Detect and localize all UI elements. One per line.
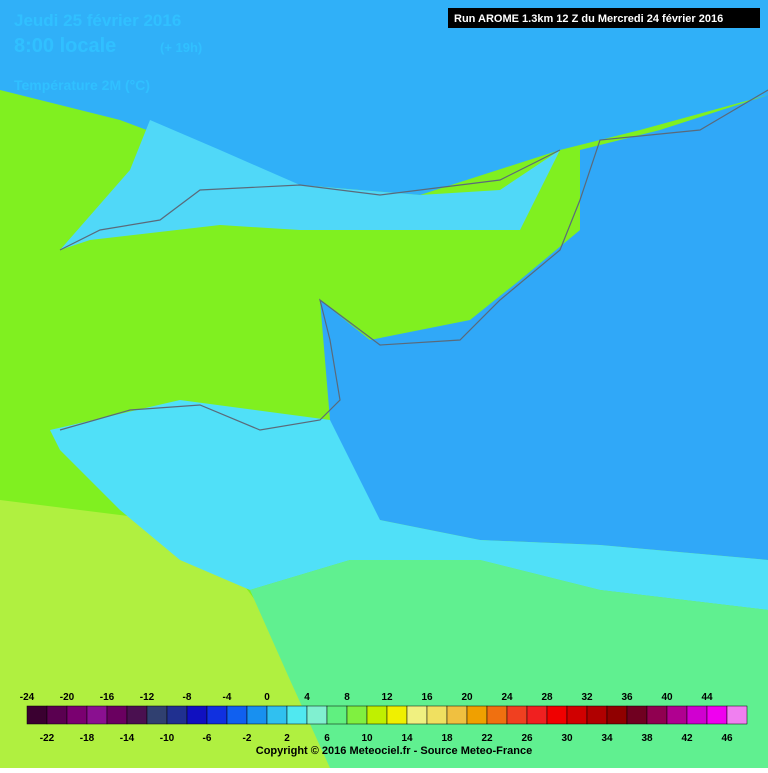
legend-cell xyxy=(446,705,468,725)
legend-label: -12 xyxy=(140,692,155,703)
run-box xyxy=(448,8,760,28)
legend-cell xyxy=(186,705,208,725)
legend-cell xyxy=(406,705,428,725)
legend-cell xyxy=(166,705,188,725)
legend-label: -4 xyxy=(223,692,232,703)
legend-label: 16 xyxy=(421,692,433,703)
legend-label: 22 xyxy=(481,733,493,744)
legend-cell xyxy=(426,705,448,725)
legend-cell xyxy=(646,705,668,725)
legend-cell xyxy=(66,705,88,725)
legend-cell xyxy=(726,705,748,725)
legend-cell xyxy=(386,705,408,725)
legend-cell xyxy=(706,705,728,725)
legend-cell xyxy=(526,705,548,725)
legend-label: -22 xyxy=(40,733,55,744)
legend-label: 38 xyxy=(641,733,653,744)
warm-sea-zone xyxy=(0,500,330,768)
legend-cell xyxy=(26,705,48,725)
copyright: Copyright © 2016 Meteociel.fr - Source M… xyxy=(256,745,532,757)
legend-label: -6 xyxy=(203,733,212,744)
legend-label: -14 xyxy=(120,733,135,744)
legend-cell xyxy=(606,705,628,725)
legend-cell xyxy=(626,705,648,725)
parameter-label: Température 2M (°C) xyxy=(14,77,150,93)
legend-label: 34 xyxy=(601,733,613,744)
legend-label: 42 xyxy=(681,733,693,744)
legend-label: 0 xyxy=(264,692,270,703)
legend-cell xyxy=(326,705,348,725)
legend-cell xyxy=(126,705,148,725)
legend-label: 10 xyxy=(361,733,373,744)
legend-label: 6 xyxy=(324,733,330,744)
legend-label: 18 xyxy=(441,733,453,744)
brittany-zone xyxy=(50,400,768,610)
legend-label: 26 xyxy=(521,733,533,744)
legend-cell xyxy=(366,705,388,725)
forecast-time: 8:00 locale xyxy=(14,35,116,57)
legend-label: -18 xyxy=(80,733,95,744)
legend-cell xyxy=(546,705,568,725)
legend-cell xyxy=(206,705,228,725)
legend-label: -2 xyxy=(243,733,252,744)
legend-label: 28 xyxy=(541,692,553,703)
forecast-offset: (+ 19h) xyxy=(160,40,202,55)
legend-label: -16 xyxy=(100,692,115,703)
legend-cell xyxy=(346,705,368,725)
legend-cell xyxy=(666,705,688,725)
legend-cell xyxy=(286,705,308,725)
legend-cell xyxy=(686,705,708,725)
coastline-france xyxy=(59,89,768,431)
legend-label: -10 xyxy=(160,733,175,744)
legend-label: 40 xyxy=(661,692,673,703)
legend-label: 20 xyxy=(461,692,473,703)
forecast-date: Jeudi 25 février 2016 xyxy=(14,11,181,30)
legend-label: 44 xyxy=(701,692,713,703)
legend-label: -20 xyxy=(60,692,75,703)
legend-label: 14 xyxy=(401,733,413,744)
legend-label: 2 xyxy=(284,733,290,744)
legend-label: 8 xyxy=(344,692,350,703)
legend-cell xyxy=(486,705,508,725)
legend-label: 24 xyxy=(501,692,513,703)
legend-label: 46 xyxy=(721,733,733,744)
legend-cell xyxy=(246,705,268,725)
legend-label: 32 xyxy=(581,692,593,703)
coastline-england xyxy=(59,149,561,251)
run-info: Run AROME 1.3km 12 Z du Mercredi 24 févr… xyxy=(454,13,723,25)
legend-cell xyxy=(566,705,588,725)
legend-label: -8 xyxy=(183,692,192,703)
legend-cell xyxy=(46,705,68,725)
legend-label: 36 xyxy=(621,692,633,703)
legend-label: 4 xyxy=(304,692,310,703)
legend-cell xyxy=(86,705,108,725)
legend-label: 30 xyxy=(561,733,573,744)
legend-label: 12 xyxy=(381,692,393,703)
legend-cell xyxy=(506,705,528,725)
legend-cell xyxy=(586,705,608,725)
legend-cell xyxy=(266,705,288,725)
legend-cell xyxy=(306,705,328,725)
legend-label: -24 xyxy=(20,692,35,703)
legend-cell xyxy=(466,705,488,725)
england-coast xyxy=(60,120,560,250)
france-north-cold xyxy=(320,95,768,560)
legend-cell xyxy=(106,705,128,725)
color-legend: -24-22-20-18-16-14-12-10-8-6-4-202468101… xyxy=(20,692,748,744)
legend-cell xyxy=(146,705,168,725)
legend-cell xyxy=(226,705,248,725)
